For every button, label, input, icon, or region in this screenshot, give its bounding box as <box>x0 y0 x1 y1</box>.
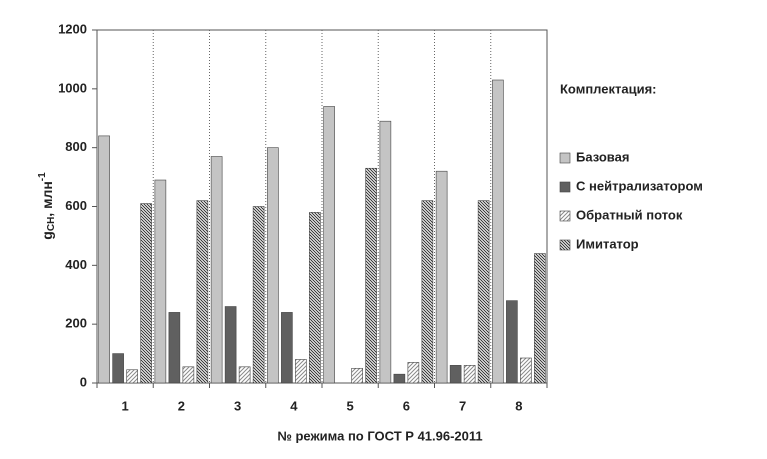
y-tick-label: 1000 <box>58 80 87 95</box>
x-axis-label: № режима по ГОСТ Р 41.96-2011 <box>277 428 482 443</box>
y-axis-label: gCH, млн-1 <box>37 172 57 240</box>
bar <box>112 353 124 384</box>
bar <box>224 306 237 384</box>
legend-title: Комплектация: <box>560 81 657 96</box>
bar <box>98 135 110 384</box>
legend-label: С нейтрализатором <box>576 178 703 193</box>
bar <box>365 167 377 384</box>
x-tick-label: 1 <box>122 398 129 413</box>
bar <box>435 170 448 384</box>
y-tick-label: 800 <box>65 139 87 154</box>
bar <box>210 156 223 384</box>
bar <box>281 312 293 384</box>
legend-swatch <box>559 210 571 222</box>
legend-swatch <box>559 181 571 193</box>
legend-label: Базовая <box>576 149 629 164</box>
x-tick-label: 2 <box>178 398 185 413</box>
y-tick-label: 400 <box>65 257 87 272</box>
bar <box>506 300 518 384</box>
y-tick-label: 600 <box>65 198 87 213</box>
bar <box>379 120 392 384</box>
bar <box>168 312 181 384</box>
bar <box>520 357 532 384</box>
bar <box>449 365 462 384</box>
legend-label: Обратный поток <box>576 207 683 222</box>
bar <box>238 366 251 384</box>
x-tick-label: 8 <box>515 398 522 413</box>
legend-label: Имитатор <box>576 236 639 251</box>
bar <box>309 212 321 384</box>
x-tick-label: 5 <box>347 398 354 413</box>
y-tick-label: 200 <box>65 316 87 331</box>
y-tick-label: 1200 <box>58 21 87 36</box>
x-tick-label: 7 <box>459 398 466 413</box>
bar <box>196 200 209 384</box>
bar <box>492 79 504 384</box>
bar <box>252 206 265 384</box>
bar <box>323 106 335 384</box>
bar <box>295 359 307 384</box>
y-label-sup: -1 <box>37 172 48 181</box>
y-label-sub: CH <box>46 217 57 231</box>
legend-swatch <box>559 239 571 251</box>
y-label-text: , млн <box>39 181 55 217</box>
bar <box>182 366 195 384</box>
bar <box>421 200 434 384</box>
bar <box>154 179 167 384</box>
bar <box>140 203 152 384</box>
legend-swatch <box>559 152 571 164</box>
x-tick-label: 4 <box>290 398 298 413</box>
bar <box>267 147 279 384</box>
bar <box>393 373 406 384</box>
x-tick-label: 6 <box>403 398 410 413</box>
bar <box>534 253 546 384</box>
bar <box>463 365 476 384</box>
bar <box>407 362 420 384</box>
x-tick-label: 3 <box>234 398 241 413</box>
y-tick-label: 0 <box>80 374 87 389</box>
bar <box>351 367 363 384</box>
bar <box>126 369 138 384</box>
bar <box>477 200 490 384</box>
y-label-main: g <box>39 231 55 240</box>
